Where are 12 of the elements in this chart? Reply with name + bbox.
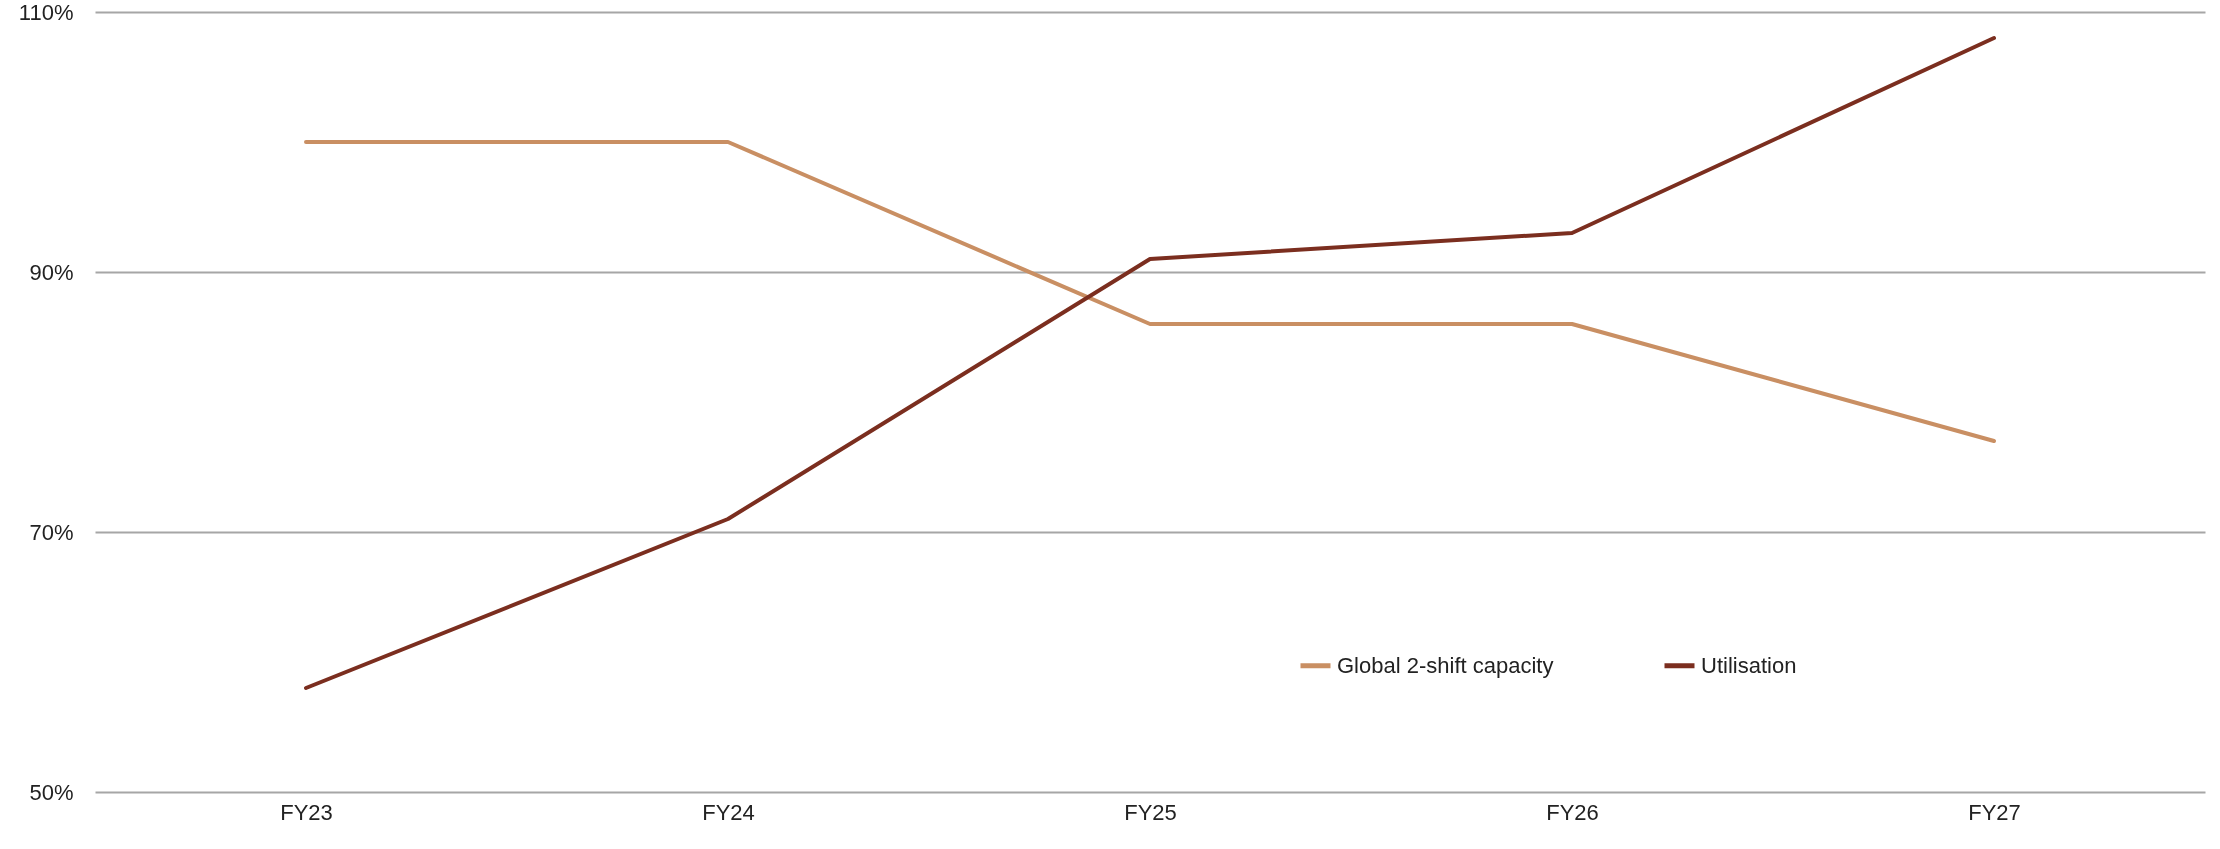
- legend-label: Global 2-shift capacity: [1337, 652, 1554, 678]
- x-tick-label: FY25: [1124, 799, 1177, 825]
- y-tick-label: 90%: [29, 259, 74, 285]
- y-tick-label: 110%: [18, 0, 74, 25]
- y-tick-label: 70%: [29, 519, 74, 545]
- x-tick-label: FY23: [280, 799, 333, 825]
- line-series: [304, 36, 1996, 690]
- legend-label: Utilisation: [1701, 652, 1797, 678]
- x-tick-label: FY24: [702, 799, 755, 825]
- x-tick-label: FY26: [1546, 799, 1599, 825]
- y-tick-label: 50%: [29, 779, 74, 805]
- x-tick-label: FY27: [1968, 799, 2021, 825]
